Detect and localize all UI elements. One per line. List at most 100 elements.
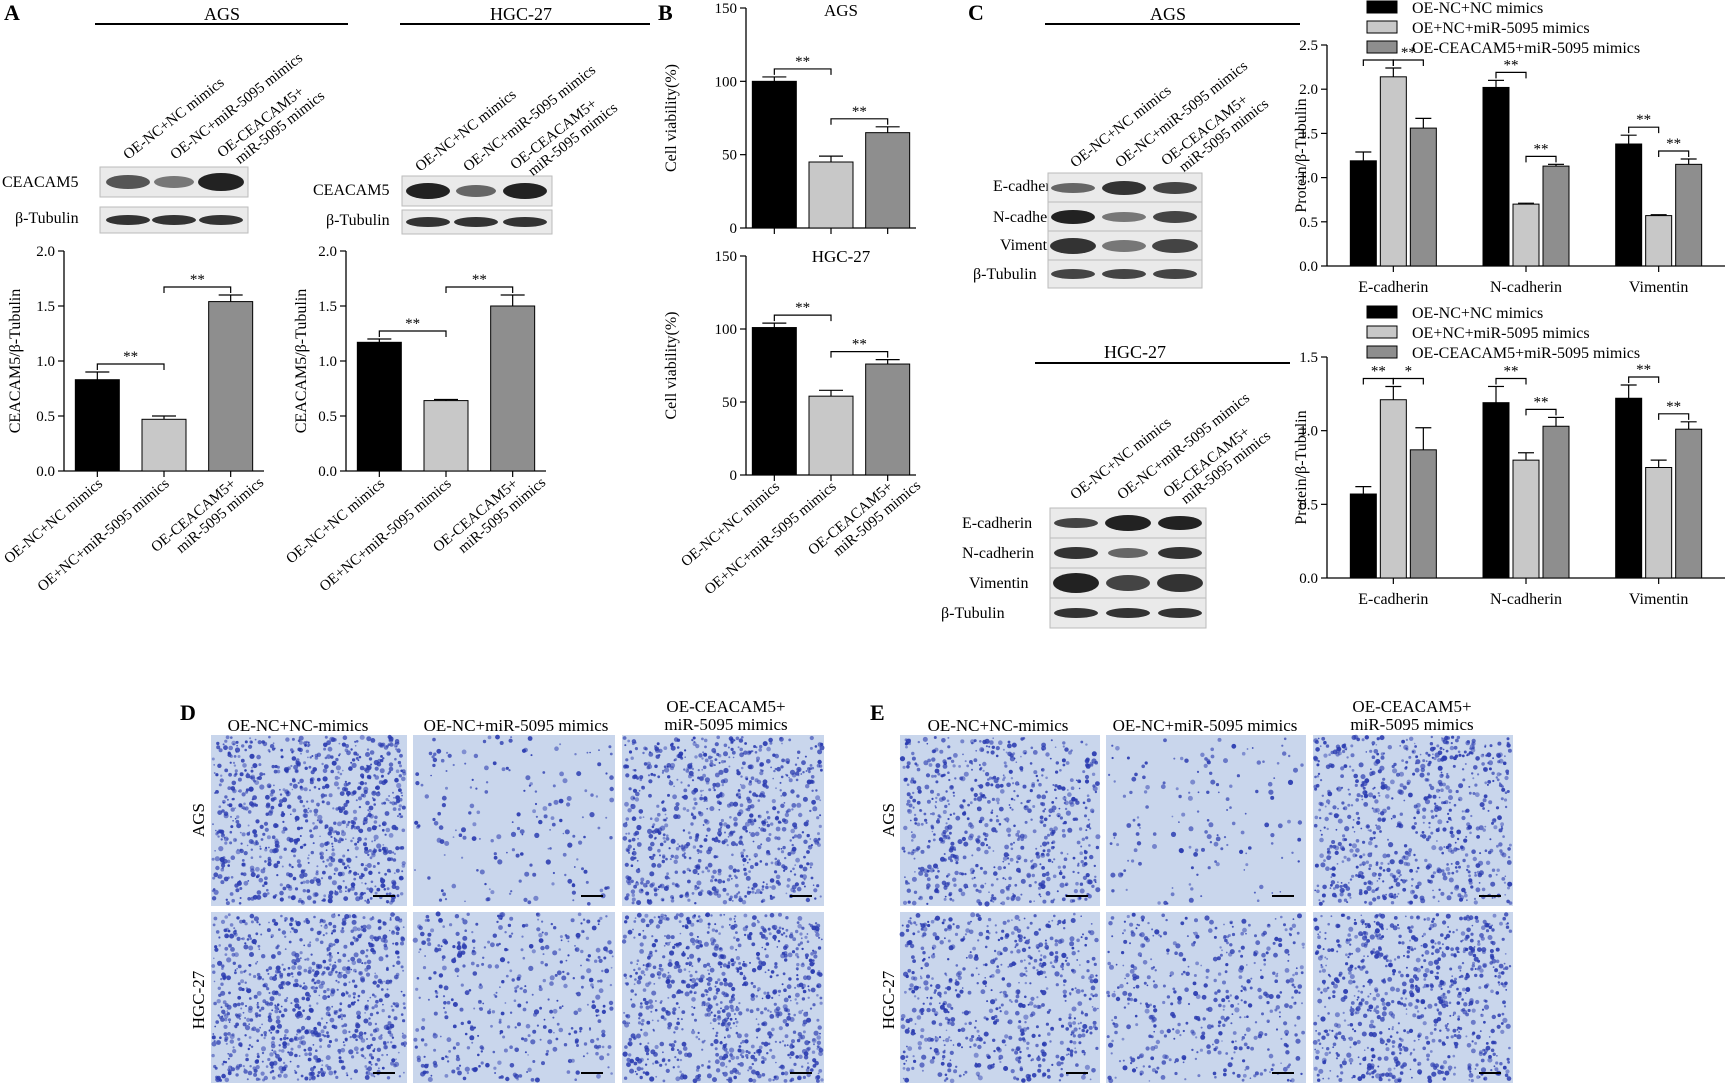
stained-cell [257,874,260,877]
stained-cell [1032,874,1035,877]
stained-cell [545,945,550,950]
stained-cell [551,816,555,820]
stained-cell [419,948,421,950]
stained-cell [790,770,795,775]
stained-cell [541,921,543,923]
stained-cell [804,879,806,881]
stained-cell [309,1079,311,1081]
stained-cell [575,948,577,950]
stained-cell [360,1048,363,1051]
stained-cell [633,769,635,771]
stained-cell [770,822,773,825]
stained-cell [559,819,562,822]
stained-cell [356,1051,359,1054]
stained-cell [240,832,242,834]
stained-cell [649,751,651,753]
stained-cell [278,1066,283,1071]
stained-cell [633,774,637,778]
stained-cell [914,822,917,825]
stained-cell [222,800,226,804]
stained-cell [350,1078,352,1080]
bar [1350,161,1376,266]
stained-cell [749,780,752,783]
stained-cell [801,1066,803,1068]
stained-cell [249,997,252,1000]
stained-cell [790,839,792,841]
stained-cell [701,993,705,997]
stained-cell [733,1022,735,1024]
stained-cell [480,1001,482,1003]
stained-cell [707,998,710,1001]
stained-cell [772,925,776,929]
stained-cell [261,740,265,744]
stained-cell [280,915,283,918]
stained-cell [323,743,328,748]
stained-cell [776,975,778,977]
stained-cell [212,877,215,880]
stained-cell [785,916,788,919]
stained-cell [386,900,389,903]
stained-cell [481,963,484,966]
stained-cell [511,832,516,837]
stained-cell [267,835,271,839]
stained-cell [211,964,215,968]
stained-cell [736,1021,739,1024]
stained-cell [658,749,662,753]
stained-cell [325,865,328,868]
stained-cell [310,1072,315,1077]
stained-cell [366,1045,371,1050]
stained-cell [810,1068,814,1072]
stained-cell [751,922,756,927]
stained-cell [431,1075,433,1077]
stained-cell [361,990,365,994]
stained-cell [303,945,305,947]
stained-cell [1000,784,1004,788]
blot-band [456,185,496,197]
stained-cell [428,1077,433,1082]
stained-cell [683,980,686,983]
stained-cell [710,760,713,763]
stained-cell [729,1000,733,1004]
stained-cell [544,814,548,818]
stained-cell [706,808,708,810]
stained-cell [657,1020,659,1022]
stained-cell [394,872,396,874]
stained-cell [348,994,351,997]
stained-cell [749,791,752,794]
stained-cell [287,973,291,977]
stained-cell [781,776,784,779]
stained-cell [634,983,636,985]
stained-cell [389,801,391,803]
stained-cell [991,884,994,887]
stained-cell [652,1020,654,1022]
stained-cell [786,884,789,887]
stained-cell [216,745,220,749]
stained-cell [563,853,567,857]
stained-cell [780,782,782,784]
stained-cell [510,736,512,738]
stained-cell [578,1008,582,1012]
stained-cell [746,1008,749,1011]
stained-cell [402,806,406,810]
stained-cell [224,1018,227,1021]
stained-cell [931,757,935,761]
stained-cell [561,939,563,941]
stained-cell [1050,758,1052,760]
stained-cell [367,827,372,832]
stained-cell [775,787,777,789]
stained-cell [697,886,700,889]
stained-cell [749,859,751,861]
stained-cell [739,752,744,757]
stained-cell [572,891,576,895]
stained-cell [229,1021,231,1023]
stained-cell [453,836,455,838]
stained-cell [309,1005,312,1008]
stained-cell [539,1007,542,1010]
stained-cell [309,941,311,943]
stained-cell [1023,785,1027,789]
stained-cell [733,757,735,759]
stained-cell [679,845,681,847]
stained-cell [314,982,317,985]
stained-cell [399,816,401,818]
stained-cell [297,859,301,863]
